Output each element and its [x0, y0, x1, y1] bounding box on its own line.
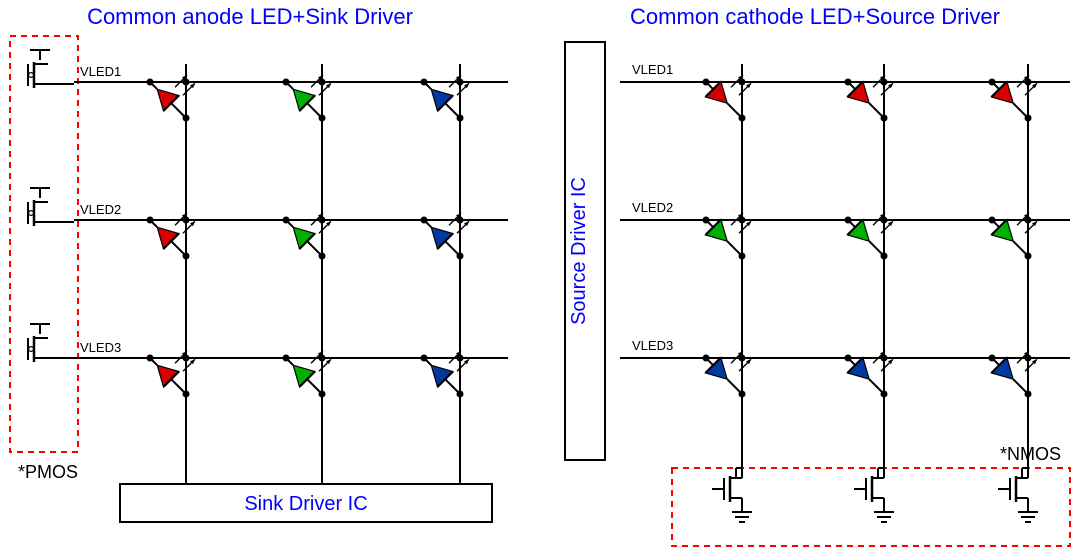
source-driver-ic-label: Source Driver IC	[568, 177, 590, 325]
nmos-icon	[998, 468, 1038, 522]
row-label: VLED1	[80, 64, 121, 79]
row-label: VLED3	[80, 340, 121, 355]
title-left: Common anode LED+Sink Driver	[87, 4, 413, 29]
nmos-icon	[854, 468, 894, 522]
row-label: VLED2	[632, 200, 673, 215]
sink-driver-ic-label: Sink Driver IC	[244, 493, 367, 515]
row-label: VLED3	[632, 338, 673, 353]
nmos-annotation: *NMOS	[1000, 444, 1061, 464]
pmos-icon	[28, 50, 74, 88]
title-right: Common cathode LED+Source Driver	[630, 4, 1000, 29]
highlight-box-left	[10, 36, 78, 452]
pmos-icon	[28, 188, 74, 226]
left-panel	[28, 50, 508, 484]
row-label: VLED1	[632, 62, 673, 77]
nmos-icon	[712, 468, 752, 522]
pmos-icon	[28, 324, 74, 362]
row-label: VLED2	[80, 202, 121, 217]
pmos-annotation: *PMOS	[18, 462, 78, 482]
